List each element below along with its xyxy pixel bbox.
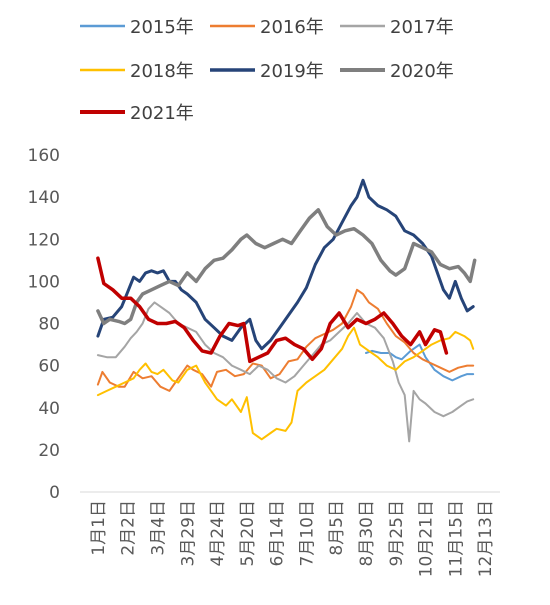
series-line [96,178,475,351]
legend-item: 2015年 [80,17,194,38]
x-tick-label: 9月25日 [387,500,407,566]
x-tick-label: 4月24日 [208,500,228,566]
legend-label: 2021年 [130,103,194,124]
series-line [96,326,475,441]
y-tick-label: 0 [49,483,60,503]
series-line [96,256,449,364]
legend-item: 2021年 [80,103,194,124]
y-tick-label: 140 [28,188,60,208]
legend-label: 2020年 [390,61,454,82]
y-tick-label: 160 [28,146,60,166]
legend-item: 2019年 [210,61,324,82]
y-tick-label: 100 [28,272,60,292]
legend-item: 2016年 [210,17,324,38]
legend: 2015年 2016年 2017年 2018年 2019年 2020年 2021年 [80,17,454,124]
x-tick-label: 3月4日 [148,500,168,556]
legend-label: 2017年 [390,17,454,38]
x-tick-label: 12月13日 [476,500,496,577]
legend-label: 2016年 [260,17,324,38]
y-axis: 0 20 40 60 80 100 120 140 160 [28,146,60,503]
series-line [96,288,475,392]
series-line [96,301,475,443]
y-tick-label: 80 [38,315,60,335]
x-axis: 1月1日 2月2日 3月4日 3月29日 4月24日 5月20日 6月14日 7月10日 8月5… [89,500,496,577]
series-line [365,343,475,382]
x-tick-label: 6月14日 [268,500,288,566]
x-tick-label: 7月10日 [297,500,317,566]
x-tick-label: 8月30日 [357,500,377,566]
y-tick-label: 40 [38,399,60,419]
x-tick-label: 8月5日 [327,500,347,556]
legend-item: 2017年 [340,17,454,38]
y-tick-label: 120 [28,230,60,250]
legend-item: 2020年 [340,61,454,82]
series-line [96,208,477,326]
legend-label: 2019年 [260,61,324,82]
y-tick-label: 20 [38,441,60,461]
x-tick-label: 3月29日 [178,500,198,566]
x-tick-label: 10月21日 [417,500,437,577]
x-tick-label: 11月15日 [446,500,466,577]
plot-area [96,178,477,443]
legend-item: 2018年 [80,61,194,82]
legend-label: 2015年 [130,17,194,38]
x-tick-label: 1月1日 [89,500,109,556]
legend-label: 2018年 [130,61,194,82]
y-tick-label: 60 [38,357,60,377]
x-tick-label: 2月2日 [119,500,139,556]
x-tick-label: 5月20日 [238,500,258,566]
